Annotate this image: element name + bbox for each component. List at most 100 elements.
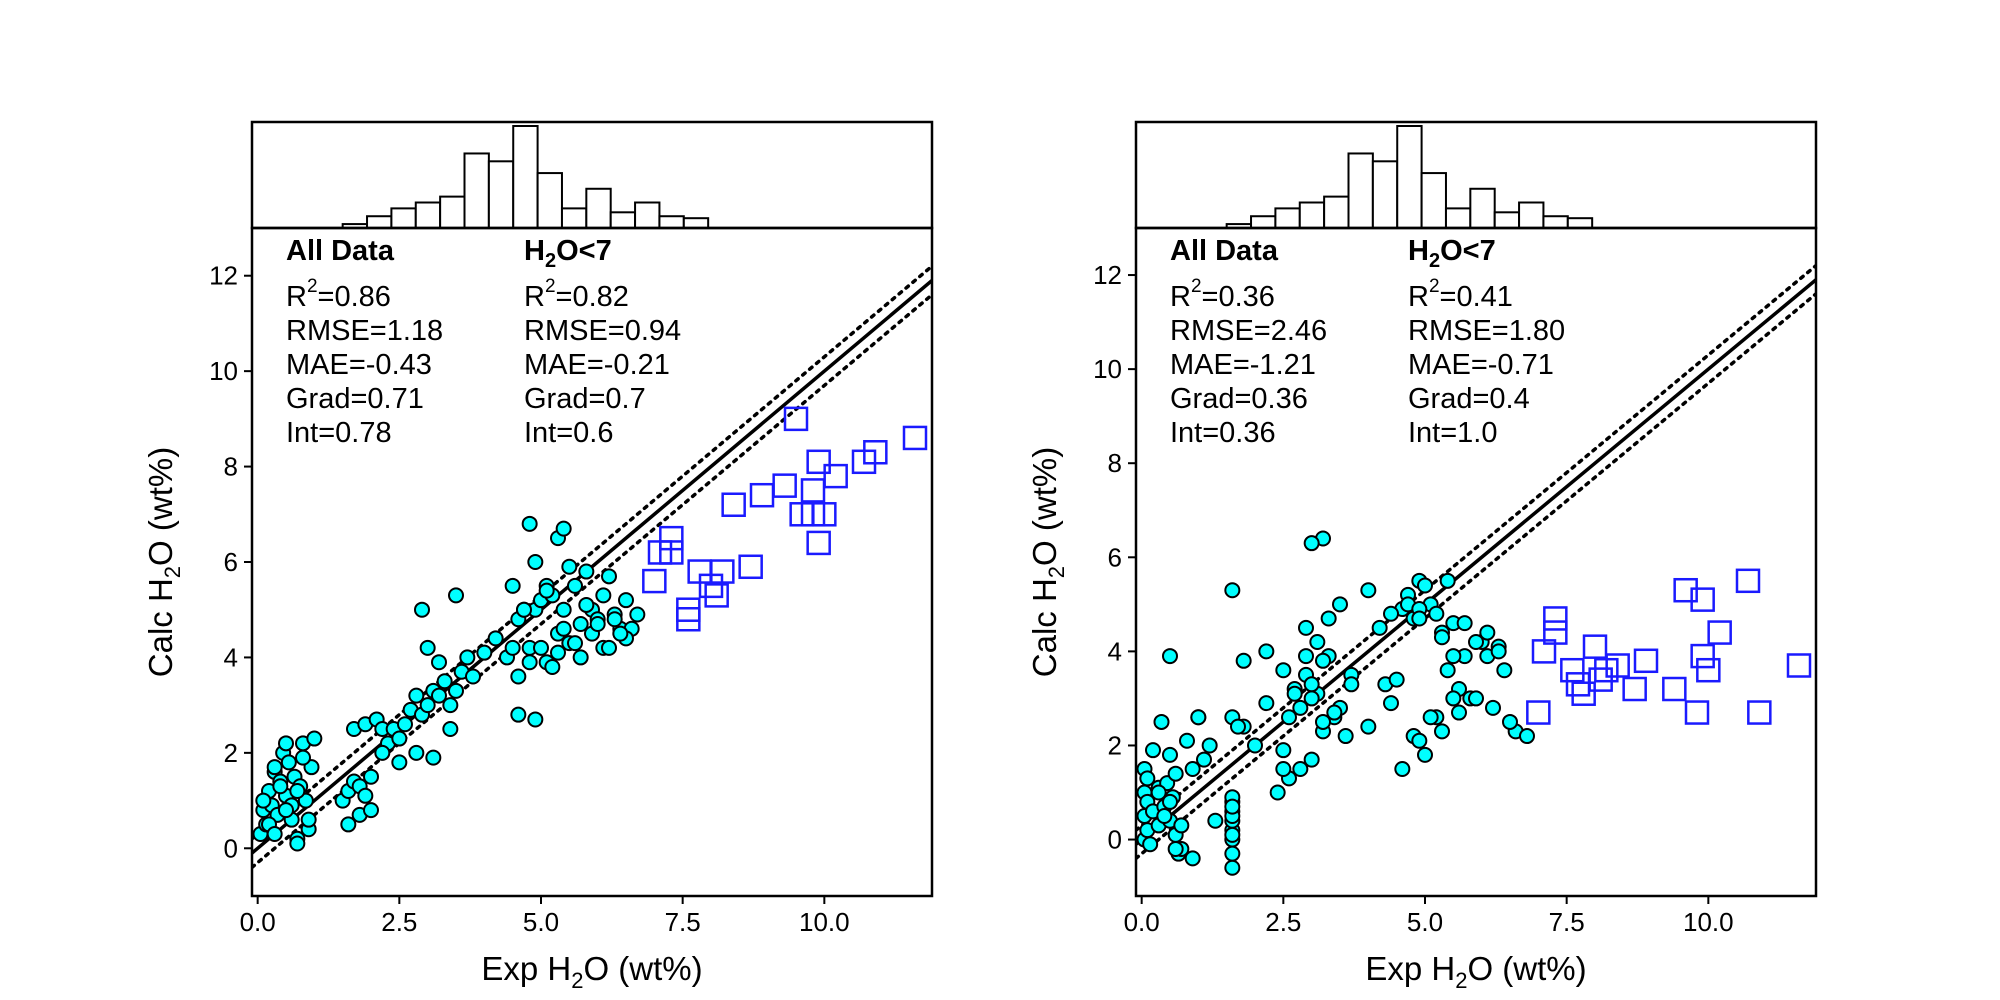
data-point — [1633, 648, 1659, 674]
data-point — [806, 449, 831, 475]
data-point — [612, 625, 629, 642]
data-point — [618, 592, 634, 609]
data-point — [1411, 610, 1428, 627]
data-point — [572, 649, 589, 666]
data-point — [1298, 648, 1314, 665]
histogram-bar — [1469, 187, 1496, 229]
data-point — [749, 482, 775, 508]
data-point — [1184, 850, 1201, 867]
y-tick-label: 10 — [209, 356, 238, 386]
data-point — [504, 639, 521, 656]
histogram-bar — [634, 201, 661, 229]
axes-frame — [1134, 226, 1818, 898]
data-point — [1190, 709, 1207, 726]
y-tick-label: 2 — [224, 738, 238, 768]
stats-all-data: All Data R2=0.36RMSE=2.46MAE=-1.21Grad=0.… — [1170, 235, 1327, 449]
data-point — [374, 744, 391, 761]
histogram-bar — [658, 215, 685, 230]
data-point — [1224, 845, 1241, 862]
x-tick-label: 0.0 — [240, 907, 276, 937]
data-point — [1224, 582, 1241, 599]
chart-panel-1: 0.0 2.5 5.0 7.5 10.0 0 2 4 6 8 10 12 Exp H2O (wt%) Ca… — [142, 120, 934, 993]
data-point — [1696, 657, 1721, 683]
stats-line: Grad=0.36 — [1170, 383, 1308, 415]
data-point — [1417, 577, 1433, 594]
data-point — [465, 668, 481, 685]
y-tick-label: 8 — [224, 452, 238, 482]
ticks: 0.0 2.5 5.0 7.5 10.0 0 2 4 6 8 10 12 — [1093, 260, 1734, 937]
y-axis-label: Calc H2O (wt%) — [142, 447, 185, 677]
data-point — [510, 706, 527, 723]
data-point — [1162, 648, 1178, 665]
y-tick-label: 0 — [224, 833, 238, 863]
data-point — [1662, 676, 1687, 702]
data-point — [1303, 751, 1320, 768]
histogram-bar — [487, 160, 515, 229]
series-2 — [1526, 568, 1812, 725]
data-point — [1150, 784, 1167, 801]
data-point — [544, 658, 561, 675]
data-point — [504, 577, 521, 594]
data-point — [676, 607, 701, 632]
x-tick-label: 2.5 — [1265, 907, 1301, 937]
stats-line: MAE=-0.21 — [524, 349, 670, 381]
data-point — [476, 644, 493, 661]
histogram-bar — [366, 215, 393, 230]
data-point — [1207, 812, 1224, 829]
data-point — [1281, 709, 1297, 726]
data-point — [1445, 648, 1462, 665]
upper-band-line — [252, 264, 932, 841]
histogram-bar — [609, 211, 637, 230]
y-tick-label: 12 — [1093, 260, 1122, 290]
stats-line: Grad=0.7 — [524, 383, 646, 415]
data-point — [1690, 587, 1715, 612]
data-point — [516, 601, 532, 618]
data-point — [431, 687, 447, 704]
data-point — [1434, 629, 1450, 646]
data-point — [448, 587, 464, 604]
stats-line: Int=0.36 — [1170, 417, 1276, 449]
data-point — [278, 735, 294, 752]
data-point — [1303, 676, 1320, 693]
x-tick-label: 5.0 — [523, 907, 559, 937]
data-point — [1417, 746, 1433, 763]
data-point — [1360, 582, 1377, 599]
histogram-bar — [536, 172, 563, 229]
data-point — [1588, 667, 1613, 692]
data-point — [431, 654, 447, 671]
data-point — [1275, 760, 1292, 777]
data-point — [812, 502, 837, 527]
data-point — [1582, 634, 1608, 659]
data-point — [1275, 742, 1292, 759]
data-point — [521, 515, 538, 532]
data-point — [1230, 718, 1246, 735]
data-point — [306, 730, 323, 747]
data-point — [1383, 605, 1399, 622]
x-tick-label: 2.5 — [381, 907, 417, 937]
y-tick-label: 8 — [1108, 448, 1122, 478]
histogram-bar — [390, 207, 417, 229]
histogram-bar — [1444, 207, 1472, 229]
stats-heading: H2O<7 — [524, 235, 612, 272]
data-point — [1258, 695, 1275, 712]
histogram-bar — [682, 217, 710, 229]
data-point — [578, 596, 595, 613]
stats-heading: All Data — [1170, 235, 1279, 267]
stats-line: RMSE=1.18 — [286, 315, 443, 347]
data-point — [1196, 751, 1212, 768]
histogram-bar — [1420, 172, 1447, 229]
data-point — [1490, 643, 1507, 660]
data-point — [510, 668, 527, 685]
data-point — [289, 783, 306, 800]
data-point — [442, 721, 459, 737]
data-point — [487, 630, 504, 647]
data-point — [1707, 620, 1732, 645]
histogram-bar — [1371, 160, 1399, 229]
data-point — [1247, 737, 1263, 754]
data-point — [1439, 662, 1456, 679]
data-point — [1167, 765, 1184, 782]
stats-line: R2=0.86 — [286, 276, 391, 313]
stats-all-data: All Data R2=0.86RMSE=1.18MAE=-0.43Grad=0.… — [286, 235, 443, 449]
histogram-bar — [1274, 207, 1301, 229]
x-tick-label: 7.5 — [1549, 907, 1585, 937]
